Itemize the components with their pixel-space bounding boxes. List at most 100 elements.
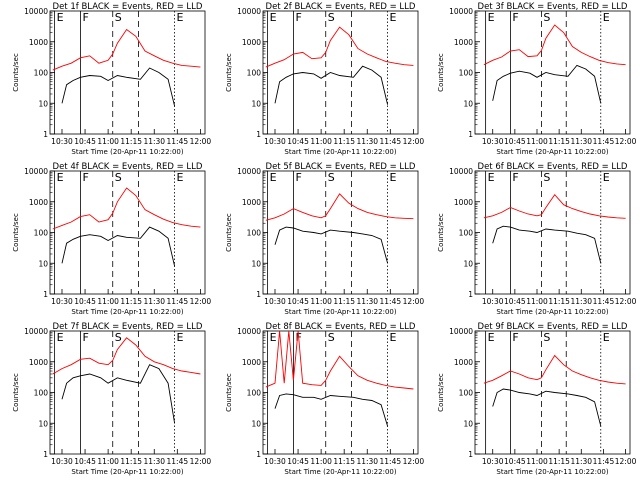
- x-tick-label: 11:15: [120, 137, 142, 146]
- x-tick-label: 10:30: [264, 137, 286, 146]
- y-tick-label: 10000: [449, 167, 473, 176]
- events-series-line: [492, 388, 602, 427]
- x-axis-label: Start Time (20-Apr-11 10:22:00): [284, 468, 396, 476]
- marker-label: E: [270, 331, 277, 344]
- x-axis-label: Start Time (20-Apr-11 10:22:00): [284, 148, 396, 156]
- marker-label: F: [295, 11, 301, 24]
- y-tick-label: 100: [459, 69, 474, 78]
- plot-frame: [474, 10, 631, 135]
- x-tick-label: 11:45: [593, 137, 615, 146]
- marker-label: E: [488, 171, 495, 184]
- events-series-line: [61, 67, 176, 107]
- y-tick-label: 100: [34, 69, 49, 78]
- y-tick-label: 1: [468, 130, 473, 139]
- x-tick-label: 12:00: [403, 457, 425, 466]
- x-tick-label: 10:30: [482, 457, 504, 466]
- events-series-line: [61, 364, 176, 424]
- marker-label: E: [390, 331, 397, 344]
- x-tick-label: 10:45: [74, 297, 96, 306]
- chart-title: Det 2f BLACK = Events, RED = LLD: [266, 2, 416, 12]
- chart-title: Det 3f BLACK = Events, RED = LLD: [478, 2, 628, 12]
- x-tick-label: 10:45: [74, 457, 96, 466]
- chart-title: Det 1f BLACK = Events, RED = LLD: [53, 2, 203, 12]
- x-tick-label: 10:45: [287, 297, 309, 306]
- lld-series-line: [483, 24, 626, 66]
- marker-label: S: [328, 11, 335, 24]
- x-tick-label: 11:00: [97, 457, 119, 466]
- y-tick-label: 10000: [24, 167, 48, 176]
- x-tick-label: 11:15: [333, 137, 355, 146]
- y-axis-label: Counts/sec: [437, 213, 445, 252]
- marker-label: S: [543, 171, 550, 184]
- x-tick-label: 11:30: [143, 297, 165, 306]
- marker-label: E: [488, 11, 495, 24]
- chart-title: Det 4f BLACK = Events, RED = LLD: [53, 162, 203, 172]
- marker-label: S: [328, 171, 335, 184]
- y-axis-label: Counts/sec: [225, 53, 233, 92]
- plot-frame: [474, 170, 631, 295]
- y-tick-label: 1: [468, 450, 473, 459]
- lld-series-line: [265, 330, 414, 390]
- y-tick-label: 10: [251, 99, 261, 108]
- x-tick-label: 12:00: [615, 137, 637, 146]
- events-series-line: [492, 225, 602, 264]
- y-axis-label: Counts/sec: [437, 373, 445, 412]
- marker-label: S: [328, 331, 335, 344]
- marker-label: E: [390, 171, 397, 184]
- y-tick-label: 10: [38, 259, 48, 268]
- plot-frame: [262, 10, 419, 135]
- y-tick-label: 1000: [454, 358, 473, 367]
- x-tick-label: 11:00: [97, 137, 119, 146]
- plot-frame: [49, 330, 206, 455]
- chart-title: Det 9f BLACK = Events, RED = LLD: [478, 322, 628, 332]
- marker-label: F: [295, 171, 301, 184]
- y-tick-label: 10: [463, 419, 473, 428]
- y-tick-label: 10: [38, 99, 48, 108]
- x-tick-label: 10:30: [264, 297, 286, 306]
- x-tick-label: 10:30: [51, 297, 73, 306]
- y-tick-label: 1000: [29, 358, 48, 367]
- lld-series-line: [52, 28, 201, 71]
- x-tick-label: 11:15: [120, 297, 142, 306]
- x-tick-label: 10:30: [51, 457, 73, 466]
- y-axis-label: Counts/sec: [225, 373, 233, 412]
- marker-label: S: [543, 11, 550, 24]
- x-tick-label: 11:00: [97, 297, 119, 306]
- marker-label: S: [543, 331, 550, 344]
- x-axis-label: Start Time (20-Apr-11 10:22:00): [71, 308, 183, 316]
- x-tick-label: 11:00: [526, 297, 548, 306]
- marker-label: E: [177, 11, 184, 24]
- y-tick-label: 1000: [454, 198, 473, 207]
- x-axis-label: Start Time (20-Apr-11 10:22:00): [496, 308, 608, 316]
- lld-series-line: [265, 193, 414, 221]
- y-tick-label: 10: [38, 419, 48, 428]
- x-tick-label: 10:30: [264, 457, 286, 466]
- y-tick-label: 1000: [29, 38, 48, 47]
- y-tick-label: 100: [459, 389, 474, 398]
- x-tick-label: 12:00: [615, 297, 637, 306]
- x-tick-label: 10:45: [504, 457, 526, 466]
- x-tick-label: 12:00: [190, 457, 212, 466]
- y-tick-label: 100: [34, 389, 49, 398]
- plot-frame: [49, 170, 206, 295]
- plot-frame: [262, 170, 419, 295]
- y-tick-label: 100: [459, 229, 474, 238]
- marker-label: F: [512, 11, 518, 24]
- y-tick-label: 10000: [24, 7, 48, 16]
- marker-label: E: [603, 171, 610, 184]
- x-tick-label: 11:15: [548, 137, 570, 146]
- y-tick-label: 1000: [454, 38, 473, 47]
- y-tick-label: 10: [463, 259, 473, 268]
- x-tick-label: 12:00: [615, 457, 637, 466]
- marker-label: E: [177, 171, 184, 184]
- x-tick-label: 11:45: [167, 137, 189, 146]
- y-tick-label: 10000: [449, 327, 473, 336]
- y-tick-label: 10000: [237, 7, 261, 16]
- y-tick-label: 10000: [237, 327, 261, 336]
